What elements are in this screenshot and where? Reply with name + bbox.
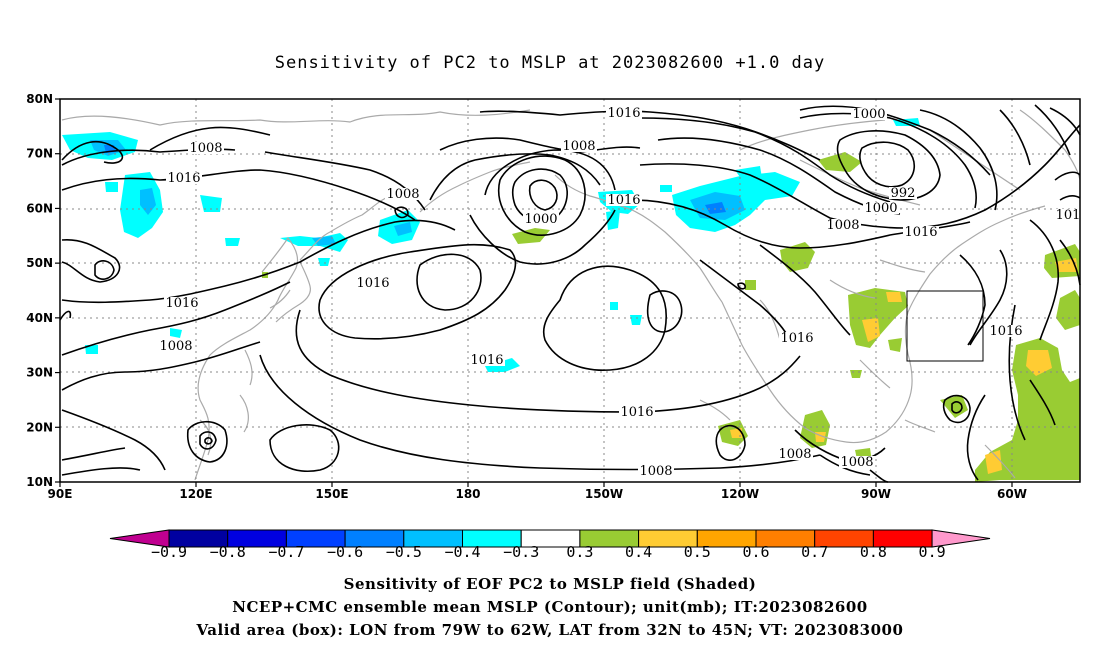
- valid-area-box: [906, 290, 984, 362]
- contour-label: 1008: [386, 187, 419, 202]
- caption-line-3: Valid area (box): LON from 79W to 62W, L…: [196, 621, 904, 639]
- lon-tick-label: 150W: [585, 487, 623, 501]
- contour-label: 1000: [864, 201, 897, 216]
- colorbar-tick-label: −0.4: [444, 543, 480, 561]
- contour-label: 1008: [826, 218, 859, 233]
- colorbar-tick-label: 0.8: [860, 543, 887, 561]
- lon-tick-label: 180: [455, 487, 480, 501]
- contour-label: 1016: [165, 296, 198, 311]
- latitude-ticks: 80N 70N 60N 50N 40N 30N 20N 10N: [26, 92, 60, 489]
- colorbar-tick-label: −0.6: [327, 543, 363, 561]
- contour-label: 1016: [607, 106, 640, 121]
- colorbar: −0.9 −0.8 −0.7 −0.6 −0.5 −0.4 −0.3 0.3 0.4 0.5 0.6…: [109, 529, 991, 561]
- lat-tick-label: 70N: [26, 147, 53, 161]
- lon-tick-label: 60W: [997, 487, 1027, 501]
- lat-lon-grid: [60, 99, 1080, 482]
- colorbar-tick-label: 0.4: [625, 543, 652, 561]
- contour-label: 1016: [167, 171, 200, 186]
- lon-tick-label: 120W: [721, 487, 759, 501]
- colorbar-tick-label: −0.9: [151, 543, 187, 561]
- lon-tick-label: 150E: [315, 487, 348, 501]
- longitude-ticks: 90E 120E 150E 180 150W 120W 90W 60W: [48, 482, 1027, 501]
- colorbar-tick-label: −0.5: [386, 543, 422, 561]
- coastlines: [61, 109, 1081, 481]
- colorbar-tick-label: 0.3: [566, 543, 593, 561]
- colorbar-tick-label: 0.6: [742, 543, 769, 561]
- colorbar-tick-label: 0.9: [919, 543, 946, 561]
- contour-label: 1008: [840, 455, 873, 470]
- caption-line-2: NCEP+CMC ensemble mean MSLP (Contour); u…: [232, 598, 868, 616]
- contour-label: 1000: [852, 107, 885, 122]
- contour-label: 1016: [356, 276, 389, 291]
- contour-label: 1008: [639, 464, 672, 479]
- contour-label: 1008: [778, 447, 811, 462]
- contour-label: 1016: [780, 331, 813, 346]
- lat-tick-label: 80N: [26, 92, 53, 106]
- colorbar-tick-label: 0.5: [684, 543, 711, 561]
- lon-tick-label: 120E: [179, 487, 212, 501]
- contour-label: 1008: [562, 139, 595, 154]
- contour-label: 1016: [470, 353, 503, 368]
- contour-label: 1016: [904, 225, 937, 240]
- lat-tick-label: 20N: [26, 420, 53, 434]
- caption-line-1: Sensitivity of EOF PC2 to MSLP field (Sh…: [344, 575, 757, 593]
- colorbar-high-arrow: [931, 529, 991, 548]
- colorbar-tick-label: −0.8: [210, 543, 246, 561]
- lat-tick-label: 60N: [26, 201, 53, 215]
- contour-label: 1008: [159, 339, 192, 354]
- lon-tick-label: 90W: [861, 487, 891, 501]
- contour-label: 1016: [607, 193, 640, 208]
- contour-label: 1016: [989, 324, 1022, 339]
- colorbar-tick-label: 0.7: [801, 543, 828, 561]
- lat-tick-label: 30N: [26, 366, 53, 380]
- lon-tick-label: 90E: [48, 487, 73, 501]
- lat-tick-label: 40N: [26, 311, 53, 325]
- colorbar-tick-label: −0.7: [268, 543, 304, 561]
- negative-sensitivity-shading: [62, 118, 920, 372]
- mslp-contours: [59, 104, 1081, 483]
- contour-label: 1000: [524, 212, 557, 227]
- chart-title: Sensitivity of PC2 to MSLP at 2023082600…: [275, 53, 826, 73]
- contour-label: 1016: [620, 405, 653, 420]
- lat-tick-label: 10N: [26, 475, 53, 489]
- lat-tick-label: 50N: [26, 256, 53, 270]
- contour-label: 101: [1056, 208, 1081, 223]
- contour-label: 992: [891, 186, 916, 201]
- contour-label: 1008: [189, 141, 222, 156]
- colorbar-tick-label: −0.3: [503, 543, 539, 561]
